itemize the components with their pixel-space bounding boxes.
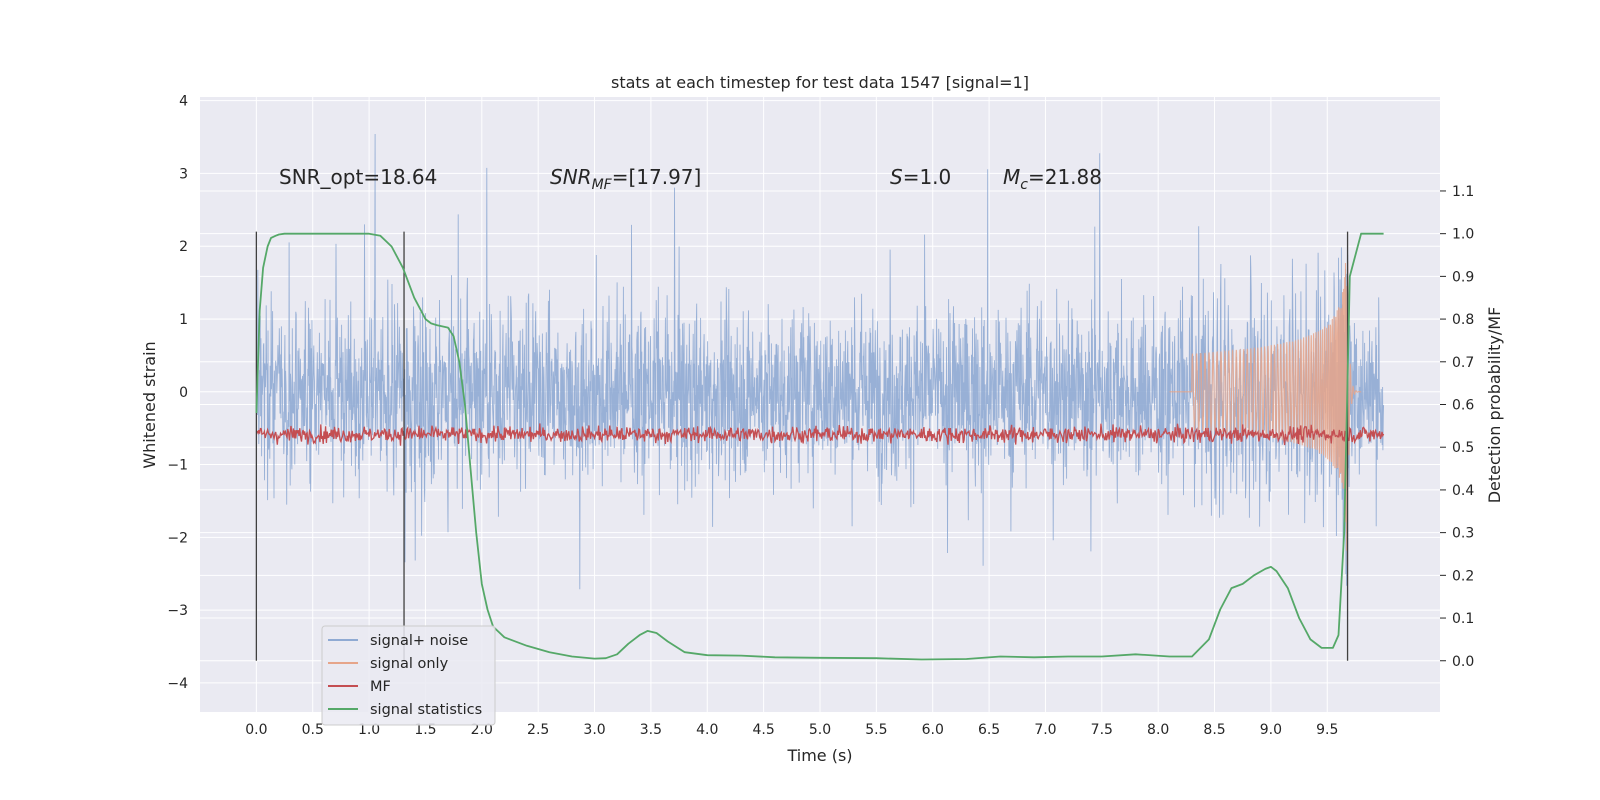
mf-line bbox=[255, 423, 1385, 446]
legend-label-signal-only: signal only bbox=[370, 656, 449, 672]
legend: signal+ noise signal only MF signal stat… bbox=[321, 625, 496, 726]
y2-tick-label: 1.0 bbox=[1452, 227, 1474, 243]
x-tick-label: 9.5 bbox=[1316, 722, 1338, 738]
annotation-mc-value: =21.88 bbox=[1028, 165, 1102, 189]
y-tick-label: −3 bbox=[167, 603, 188, 619]
legend-label-signal-noise: signal+ noise bbox=[370, 633, 468, 649]
legend-label-mf: MF bbox=[370, 679, 391, 695]
x-tick-label: 1.0 bbox=[358, 722, 380, 738]
signal-only-line bbox=[1169, 261, 1362, 566]
x-tick-label: 2.5 bbox=[527, 722, 549, 738]
y2-tick-label: 0.3 bbox=[1452, 526, 1474, 542]
y-tick-label: 4 bbox=[179, 94, 188, 110]
annotation-mc-prefix: M bbox=[1003, 165, 1020, 189]
y-tick-label: −1 bbox=[167, 458, 188, 474]
x-tick-label: 2.0 bbox=[471, 722, 493, 738]
annotation-snr-opt: SNR_opt=18.64 bbox=[279, 165, 437, 189]
annotation-snr-mf-value: =[17.97] bbox=[612, 165, 702, 189]
signal-statistics-line bbox=[255, 232, 1384, 661]
y-tick-label: −4 bbox=[167, 676, 188, 692]
x-axis-label: Time (s) bbox=[786, 746, 852, 765]
annotation-snr-opt-value: 18.64 bbox=[380, 165, 437, 189]
x-tick-label: 3.0 bbox=[583, 722, 605, 738]
plot-area bbox=[255, 133, 1385, 661]
x-tick-label: 5.5 bbox=[865, 722, 887, 738]
x-tick-label: 9.0 bbox=[1260, 722, 1282, 738]
annotation-snr-mf-prefix: SNR bbox=[550, 165, 592, 189]
y-axis-label: Whitened strain bbox=[140, 341, 159, 468]
y2-axis-label: Detection probability/MF bbox=[1485, 307, 1504, 504]
y2-tick-label: 0.5 bbox=[1452, 440, 1474, 456]
annotation-mc-subscript: c bbox=[1020, 177, 1028, 193]
y2-tick-label: 0.4 bbox=[1452, 483, 1474, 499]
x-tick-label: 8.5 bbox=[1203, 722, 1225, 738]
annotation-snr-mf: SNRMF=[17.97] bbox=[550, 165, 701, 193]
legend-box bbox=[321, 625, 496, 726]
y2-tick-label: 0.7 bbox=[1452, 355, 1474, 371]
legend-label-signal-statistics: signal statistics bbox=[370, 702, 482, 718]
annotation-mc: Mc=21.88 bbox=[1003, 165, 1102, 193]
y-tick-label: 3 bbox=[179, 166, 188, 182]
annotation-s-value: =1.0 bbox=[903, 165, 952, 189]
axis-ticks: 0.0 0.5 1.0 1.5 2.0 2.5 3.0 3.5 4.0 4.5 5.0 5.5 6.0 6… bbox=[167, 94, 1474, 738]
y-tick-label: 1 bbox=[179, 312, 188, 328]
x-tick-label: 3.5 bbox=[640, 722, 662, 738]
y-tick-label: 2 bbox=[179, 239, 188, 255]
x-tick-label: 4.5 bbox=[753, 722, 775, 738]
x-tick-label: 8.0 bbox=[1147, 722, 1169, 738]
chart-title: stats at each timestep for test data 154… bbox=[611, 73, 1029, 92]
x-tick-label: 0.0 bbox=[245, 722, 267, 738]
x-tick-label: 4.0 bbox=[696, 722, 718, 738]
y2-tick-label: 1.1 bbox=[1452, 184, 1474, 200]
annotation-snr-opt-prefix: SNR_opt= bbox=[279, 165, 380, 189]
annotation-snr-mf-subscript: MF bbox=[592, 177, 613, 193]
y2-tick-label: 0.8 bbox=[1452, 312, 1474, 328]
x-tick-label: 1.5 bbox=[414, 722, 436, 738]
x-tick-label: 0.5 bbox=[302, 722, 324, 738]
x-tick-label: 7.0 bbox=[1034, 722, 1056, 738]
y2-tick-label: 0.0 bbox=[1452, 654, 1474, 670]
y-tick-label: −2 bbox=[167, 530, 188, 546]
y2-tick-label: 0.6 bbox=[1452, 398, 1474, 414]
x-tick-label: 6.0 bbox=[922, 722, 944, 738]
x-tick-label: 6.5 bbox=[978, 722, 1000, 738]
x-tick-label: 7.5 bbox=[1091, 722, 1113, 738]
annotation-s-prefix: S bbox=[890, 165, 903, 189]
annotation-s: S=1.0 bbox=[890, 165, 951, 189]
y-tick-label: 0 bbox=[179, 385, 188, 401]
x-tick-label: 5.0 bbox=[809, 722, 831, 738]
y2-tick-label: 0.2 bbox=[1452, 568, 1474, 584]
y2-tick-label: 0.1 bbox=[1452, 611, 1474, 627]
y2-tick-label: 0.9 bbox=[1452, 269, 1474, 285]
